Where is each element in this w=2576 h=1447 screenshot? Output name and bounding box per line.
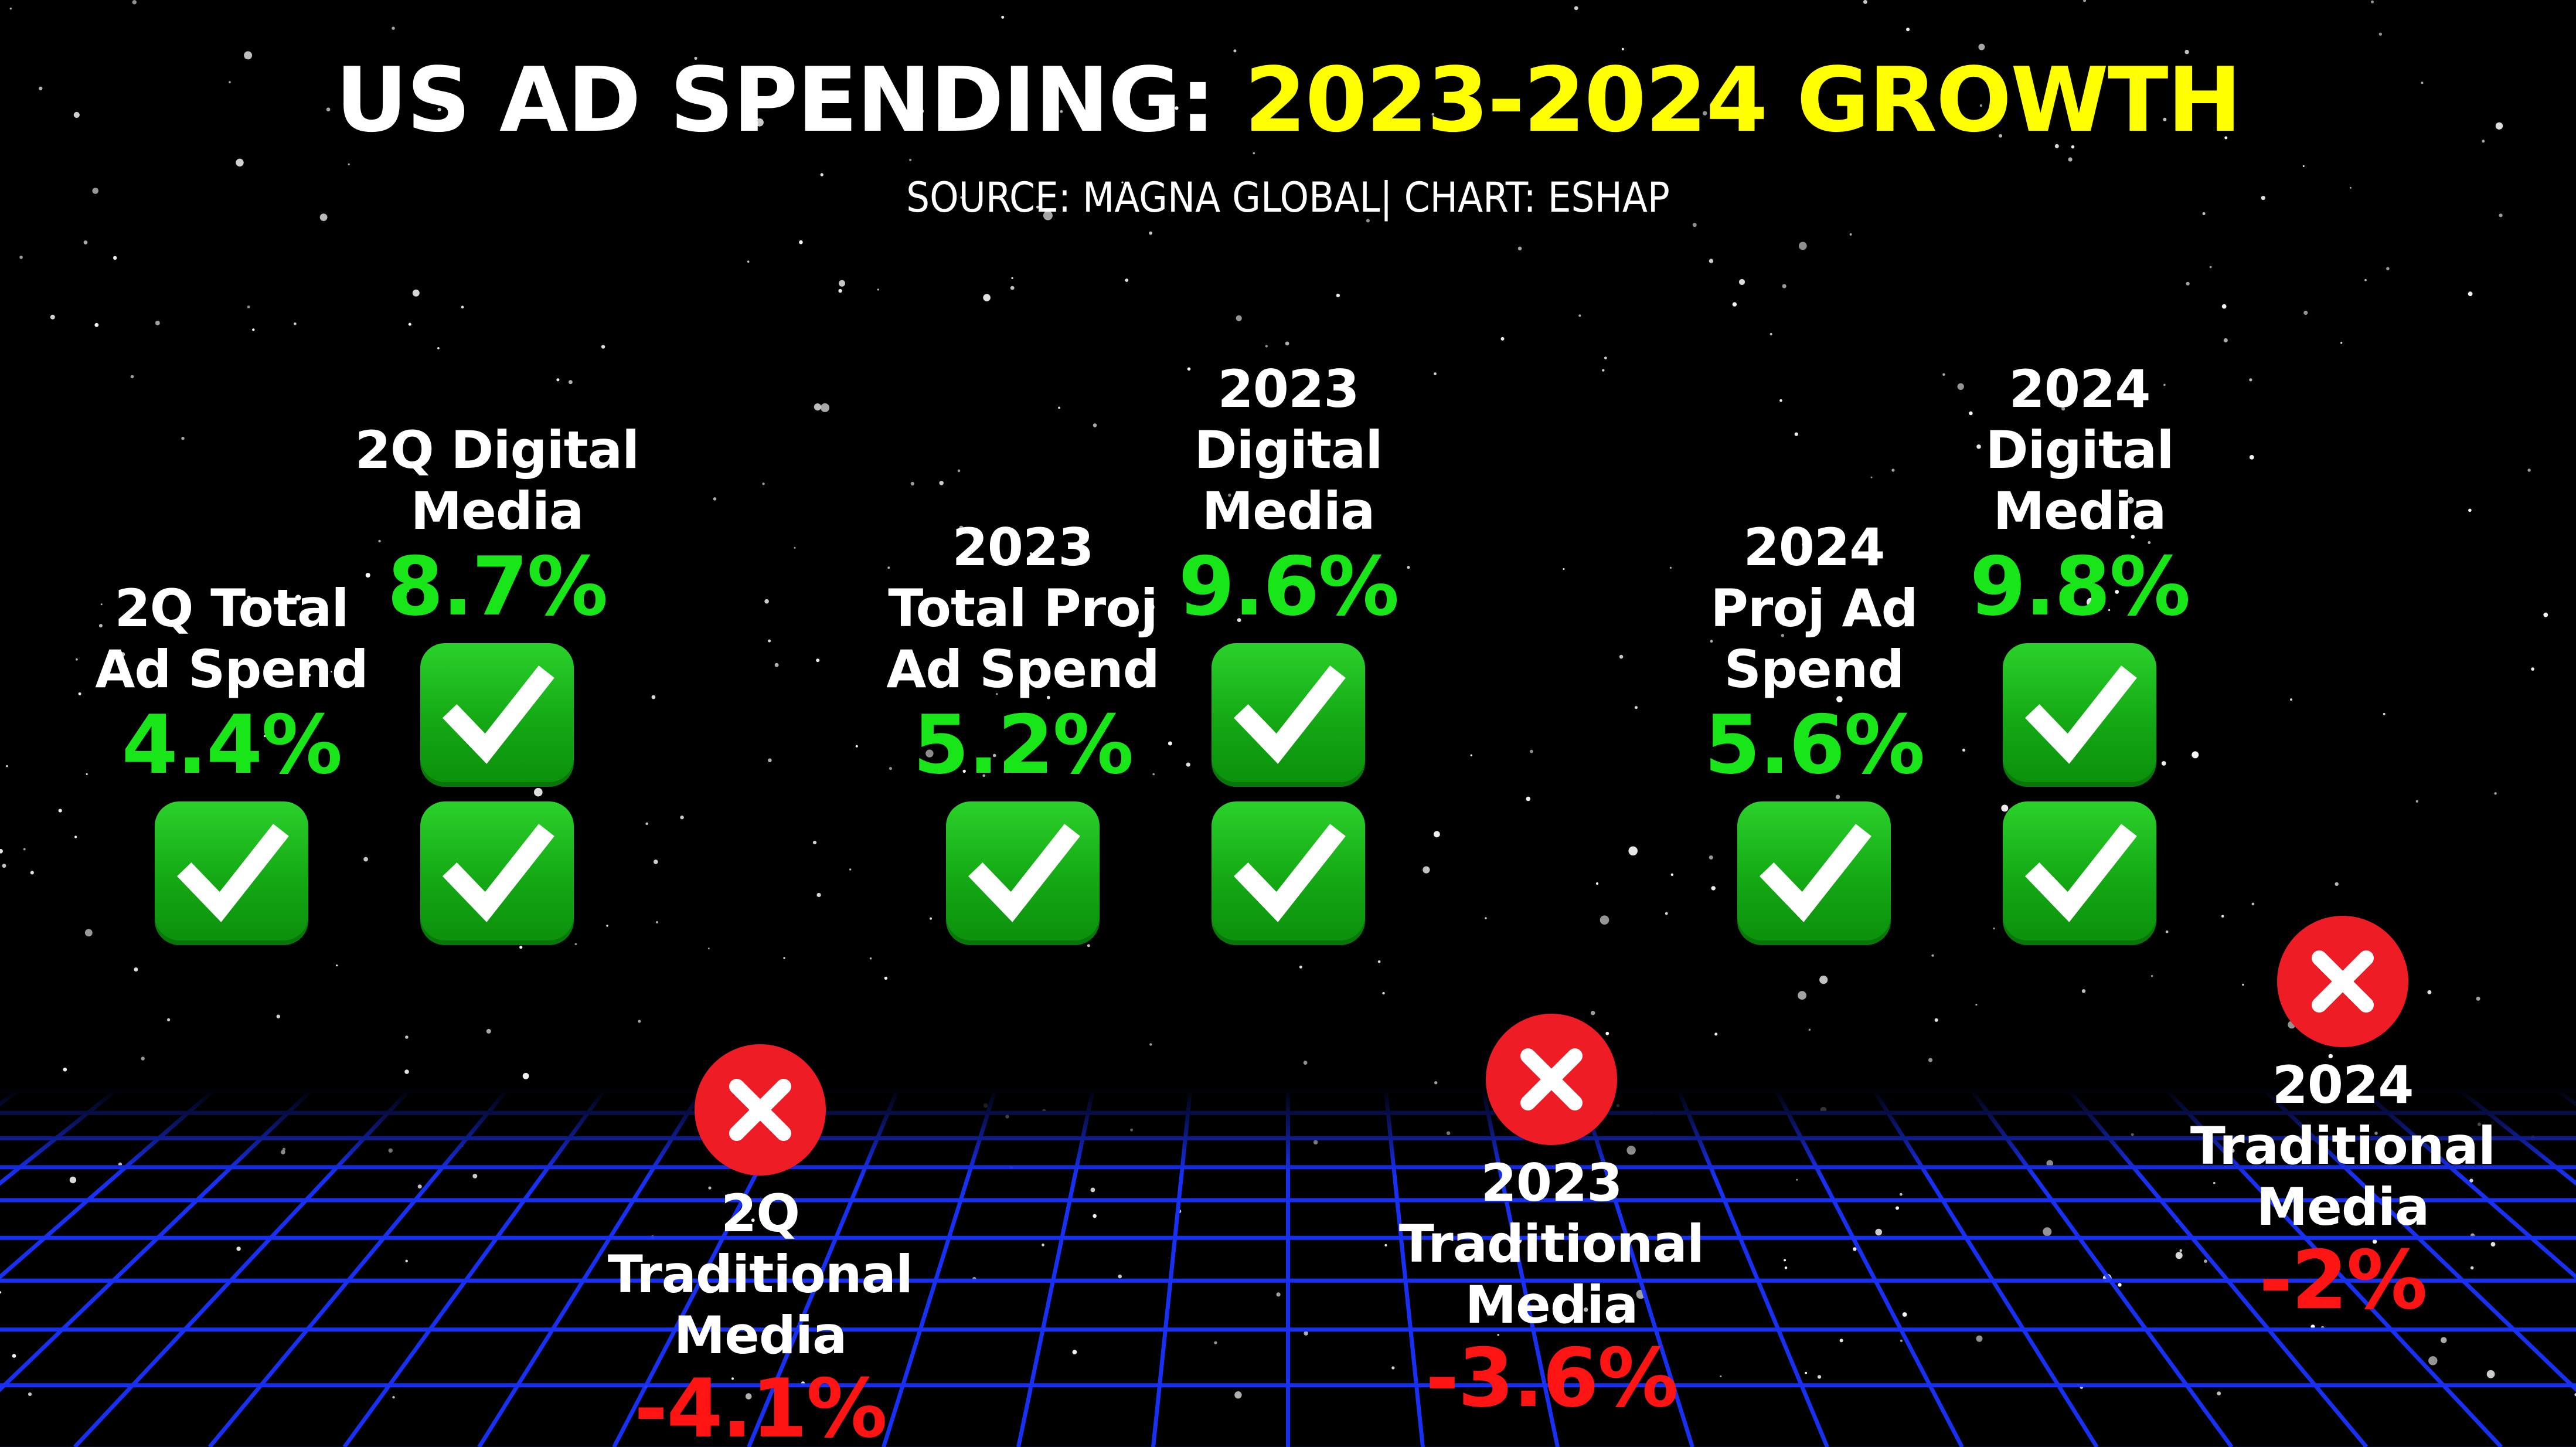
- data-label-value: 9.6%: [1178, 539, 1400, 634]
- category-label: 2024 Digital Media: [1985, 359, 2175, 541]
- data-label-value: 5.2%: [913, 698, 1134, 792]
- check-mark-icon: [155, 801, 308, 945]
- check-mark-icon: [2003, 801, 2156, 945]
- title-yellow-part: 2023-2024 GROWTH: [1244, 48, 2242, 152]
- category-label: 2Q Traditional Media: [607, 1183, 913, 1366]
- check-mark-icon: [420, 801, 574, 945]
- chart-source: SOURCE: MAGNA GLOBAL| CHART: ESHAP: [906, 174, 1670, 222]
- check-mark-icon: [1737, 801, 1891, 945]
- horizon-fade: [0, 1088, 2576, 1176]
- check-mark-icon: [1212, 801, 1365, 945]
- category-label: 2Q Digital Media: [355, 420, 640, 541]
- data-label-value: 9.8%: [1969, 539, 2191, 634]
- check-mark-icon: [1212, 643, 1365, 787]
- category-label: 2Q Total Ad Spend: [95, 578, 368, 699]
- data-label-value: 8.7%: [387, 539, 608, 634]
- data-label-value: -3.6%: [1425, 1331, 1679, 1426]
- category-label: 2024 Traditional Media: [2190, 1055, 2496, 1237]
- check-mark-icon: [420, 643, 574, 787]
- category-label: 2024 Proj Ad Spend: [1710, 517, 1918, 699]
- data-label-value: 4.4%: [121, 698, 343, 792]
- check-mark-icon: [2003, 643, 2156, 787]
- cross-mark-icon: [2277, 916, 2408, 1047]
- cross-mark-icon: [695, 1044, 826, 1176]
- chart-title: US AD SPENDING: 2023-2024 GROWTH: [0, 56, 2576, 145]
- category-label: 2023 Traditional Media: [1398, 1153, 1704, 1335]
- data-label-value: 5.6%: [1704, 698, 1925, 792]
- category-label: 2023 Digital Media: [1194, 359, 1383, 541]
- title-white-part: US AD SPENDING:: [335, 48, 1216, 152]
- category-label: 2023 Total Proj Ad Spend: [886, 517, 1159, 699]
- cross-mark-icon: [1486, 1014, 1617, 1146]
- data-label-value: -2%: [2259, 1233, 2428, 1327]
- check-mark-icon: [946, 801, 1100, 945]
- data-label-value: -4.1%: [634, 1361, 887, 1447]
